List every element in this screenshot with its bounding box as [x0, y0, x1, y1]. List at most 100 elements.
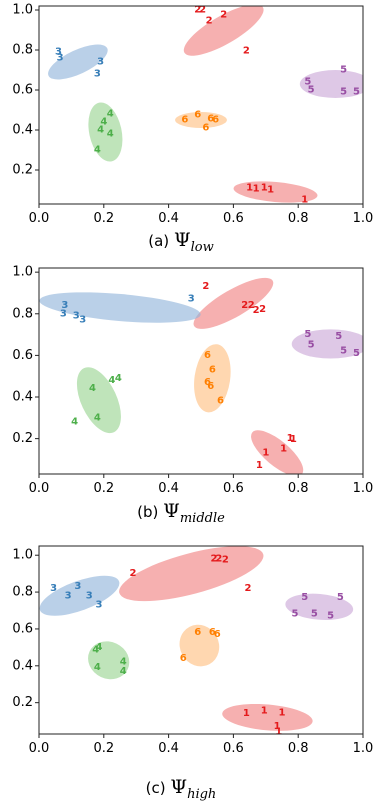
x-tick-label: 0.0: [29, 741, 50, 756]
axes-frame: [38, 545, 364, 735]
cluster-ellipse-4: [88, 641, 130, 680]
cluster-ellipse-3: [39, 292, 201, 323]
cluster-ellipses: [39, 546, 354, 731]
x-tick-label: 0.2: [93, 211, 114, 226]
point-label-5: 5: [337, 592, 344, 603]
point-label-2: 2: [248, 300, 255, 311]
x-tick-label: 0.2: [93, 741, 114, 756]
cluster-ellipses: [48, 6, 363, 203]
point-label-6: 6: [212, 115, 219, 126]
point-label-1: 1: [253, 184, 260, 195]
point-label-2: 2: [244, 583, 251, 594]
point-label-3: 3: [61, 300, 68, 311]
y-tick-label: 1.0: [12, 3, 33, 18]
y-tick-label: 0.8: [12, 585, 33, 600]
cluster-ellipse-6: [194, 344, 231, 413]
cluster-ellipse-1: [222, 703, 313, 731]
point-label-4: 4: [94, 662, 101, 673]
point-label-6: 6: [194, 627, 201, 638]
cluster-ellipse-6: [175, 112, 227, 128]
y-tick-label: 0.4: [12, 658, 33, 673]
point-label-6: 6: [207, 381, 214, 392]
y-tick-label: 0.6: [12, 83, 33, 98]
point-label-4: 4: [97, 125, 104, 136]
y-tick-label: 1.0: [12, 548, 33, 563]
cluster-ellipse-1: [233, 181, 318, 203]
cluster-ellipse-5: [299, 70, 363, 98]
point-label-5: 5: [340, 346, 347, 357]
point-label-1: 1: [287, 433, 294, 444]
axes-frame: [38, 267, 364, 475]
point-label-4: 4: [95, 642, 102, 653]
cluster-ellipse-4: [88, 102, 123, 162]
point-label-2: 2: [253, 305, 260, 316]
point-label-2: 2: [222, 554, 229, 565]
point-label-1: 1: [262, 448, 269, 459]
point-label-2: 2: [241, 300, 248, 311]
point-label-6: 6: [217, 396, 224, 407]
point-label-2: 2: [210, 553, 217, 564]
point-label-3: 3: [94, 69, 101, 80]
y-tick-label: 0.6: [12, 621, 33, 636]
point-label-1: 1: [267, 185, 274, 196]
point-label-6: 6: [207, 114, 214, 125]
point-label-2: 2: [129, 568, 136, 579]
y-tick-label: 1.0: [12, 265, 33, 280]
x-tick-label: 0.8: [288, 211, 309, 226]
point-label-5: 5: [340, 65, 347, 76]
point-label-1: 1: [261, 705, 268, 716]
point-label-3: 3: [50, 583, 57, 594]
point-label-6: 6: [204, 350, 211, 361]
point-label-5: 5: [301, 592, 308, 603]
point-label-3: 3: [86, 590, 93, 601]
point-label-1: 1: [246, 183, 253, 194]
point-label-5: 5: [311, 609, 318, 620]
point-label-3: 3: [79, 315, 86, 326]
point-label-2: 2: [215, 553, 222, 564]
caption-symbol: Ψ: [163, 500, 180, 522]
point-label-4: 4: [107, 129, 114, 140]
caption-symbol: Ψ: [170, 776, 187, 798]
caption-label: (a): [148, 232, 174, 250]
point-label-2: 2: [259, 304, 266, 315]
y-tick-label: 0.2: [12, 695, 33, 710]
point-label-1: 1: [301, 195, 308, 206]
point-label-4: 4: [108, 375, 115, 386]
x-tick-label: 1.0: [353, 211, 374, 226]
point-label-3: 3: [55, 47, 62, 58]
point-label-3: 3: [74, 581, 81, 592]
point-label-4: 4: [100, 117, 107, 128]
x-tick-label: 1.0: [353, 741, 374, 756]
caption-label: (c): [146, 779, 171, 797]
point-label-1: 1: [275, 727, 282, 738]
x-tick-label: 0.4: [158, 211, 179, 226]
point-label-4: 4: [92, 645, 99, 656]
point-label-5: 5: [340, 87, 347, 98]
point-label-4: 4: [89, 383, 96, 394]
caption-symbol: Ψ: [174, 229, 191, 251]
point-label-1: 1: [279, 707, 286, 718]
point-label-6: 6: [214, 629, 221, 640]
y-tick-label: 0.8: [12, 43, 33, 58]
point-label-1: 1: [290, 434, 297, 445]
cluster-ellipse-2: [183, 6, 264, 56]
y-tick-label: 0.2: [12, 431, 33, 446]
cluster-ellipse-2: [193, 277, 274, 329]
x-tick-label: 0.8: [288, 481, 309, 496]
point-label-6: 6: [202, 123, 209, 134]
caption-subscript: high: [187, 787, 216, 801]
point-label-1: 1: [261, 183, 268, 194]
point-label-1: 1: [243, 708, 250, 719]
y-tick-label: 0.4: [12, 390, 33, 405]
cluster-ellipse-5: [291, 329, 363, 359]
point-label-5: 5: [304, 77, 311, 88]
point-label-5: 5: [308, 85, 315, 96]
point-label-5: 5: [353, 87, 360, 98]
point-label-4: 4: [115, 373, 122, 384]
cluster-ellipse-4: [76, 367, 121, 434]
cluster-ellipse-3: [48, 44, 108, 80]
cluster-ellipse-1: [251, 430, 304, 474]
